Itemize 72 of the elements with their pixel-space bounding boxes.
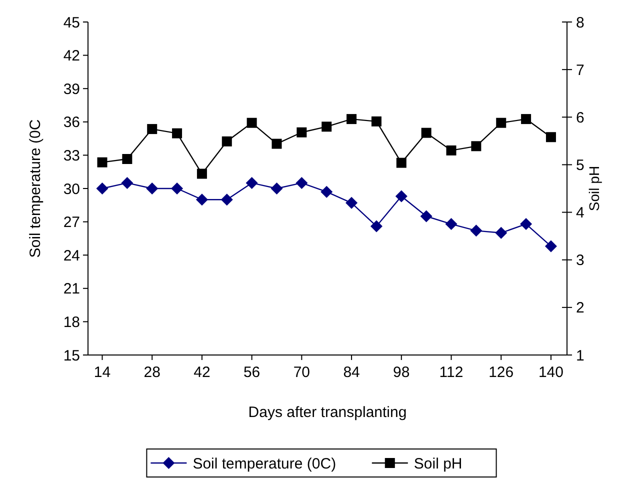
y-tick-label: 42 — [63, 48, 80, 65]
point — [320, 186, 333, 198]
point — [520, 218, 532, 230]
point — [521, 114, 532, 124]
point — [246, 118, 257, 128]
point — [496, 118, 506, 128]
point — [471, 141, 482, 152]
y2-tick-label: 4 — [576, 204, 584, 222]
x-tick-label: 56 — [243, 364, 260, 381]
point — [420, 210, 432, 222]
x-axis-title: Days after transplanting — [248, 404, 407, 421]
point — [220, 194, 233, 206]
legend-label: Soil pH — [414, 455, 462, 472]
point — [246, 176, 258, 189]
y-tick-label: 18 — [63, 314, 80, 331]
y-tick-label: 33 — [63, 147, 80, 164]
point — [270, 182, 283, 194]
x-tick-label: 14 — [94, 364, 111, 381]
point — [445, 218, 458, 230]
point — [470, 224, 482, 237]
y-tick-label: 30 — [63, 180, 80, 198]
x-tick-label: 112 — [439, 364, 464, 381]
point — [146, 182, 158, 194]
y-tick-label: 27 — [63, 214, 80, 232]
x-tick-label: 126 — [488, 364, 514, 381]
y-tick-label: 21 — [63, 280, 80, 298]
y2-tick-label: 7 — [576, 62, 584, 79]
y-tick-label: 15 — [63, 347, 80, 364]
y-tick-label: 39 — [63, 80, 80, 98]
y-axis-title: Soil temperature (0C — [27, 119, 44, 258]
point — [322, 122, 332, 132]
y2-tick-label: 1 — [576, 347, 584, 364]
y2-tick-label: 6 — [576, 109, 584, 126]
y-tick-label: 36 — [63, 114, 80, 132]
legend-label: Soil temperature (0C) — [192, 455, 336, 472]
x-tick-label: 28 — [144, 364, 160, 381]
point — [196, 194, 208, 206]
point — [296, 127, 307, 138]
x-tick-label: 70 — [293, 364, 310, 381]
y2-tick-label: 8 — [576, 14, 584, 32]
point — [396, 158, 406, 168]
point — [97, 157, 108, 168]
point — [346, 196, 358, 209]
point — [346, 114, 357, 124]
point — [147, 124, 158, 134]
x-tick-label: 140 — [538, 364, 564, 381]
y2-axis-title: Soil pH — [586, 166, 602, 212]
y-tick-label: 24 — [63, 247, 80, 264]
point — [272, 138, 282, 149]
y-tick-label: 45 — [63, 14, 80, 32]
point — [171, 182, 184, 194]
y2-tick-label: 2 — [576, 300, 584, 317]
y2-tick-label: 5 — [576, 156, 584, 174]
point — [296, 176, 308, 189]
point — [370, 220, 382, 232]
point — [495, 226, 508, 239]
x-tick-label: 84 — [343, 364, 360, 381]
point — [421, 128, 432, 138]
point — [446, 145, 456, 156]
point — [371, 116, 382, 126]
x-tick-label: 42 — [194, 364, 210, 381]
x-tick-label: 98 — [393, 364, 410, 381]
point — [196, 168, 207, 179]
point — [172, 128, 182, 138]
y2-tick-label: 3 — [576, 252, 584, 270]
point — [96, 182, 108, 194]
point — [395, 190, 408, 202]
point — [544, 240, 557, 252]
point — [122, 154, 132, 164]
point — [121, 176, 134, 189]
point — [546, 132, 556, 142]
point — [222, 136, 232, 146]
